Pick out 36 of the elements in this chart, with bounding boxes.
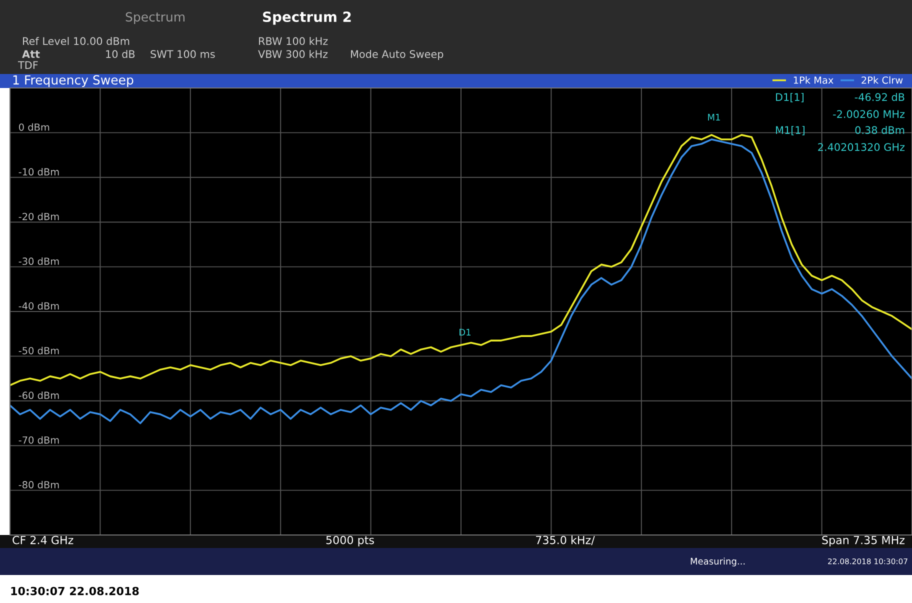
annotation: 2.40201320 GHz	[818, 143, 905, 152]
text: Spectrum	[126, 12, 185, 24]
y-tick-label: -80 dBm	[18, 480, 59, 488]
y-tick-label: 0 dBm	[18, 123, 50, 131]
text: Measuring...	[690, 558, 745, 566]
annotation: D1	[460, 328, 471, 336]
text: RBW 100 kHz	[259, 36, 328, 46]
text: Span 7.35 MHz	[822, 536, 905, 546]
text: Ref Level 10.00 dBm	[23, 36, 130, 46]
y-tick-label: -20 dBm	[18, 212, 59, 220]
text: 10 dB	[106, 50, 135, 58]
y-tick-label: -10 dBm	[18, 168, 59, 176]
legend-label: 1Pk Max	[794, 76, 834, 84]
annotation: -2.00260 MHz	[833, 110, 905, 118]
text: 5000 pts	[326, 536, 374, 546]
text: SWT 100 ms	[150, 50, 215, 58]
text: Spectrum 2	[262, 12, 351, 25]
y-tick-label: -50 dBm	[18, 346, 59, 354]
annotation: M1	[708, 114, 720, 120]
text: Mode Auto Sweep	[351, 50, 444, 60]
text: VBW 300 kHz	[258, 50, 328, 58]
chart-title: 1 Frequency Sweep	[13, 75, 134, 88]
text: Att	[22, 50, 40, 58]
y-tick-label: -30 dBm	[18, 257, 59, 265]
text: TDF	[18, 61, 38, 69]
y-tick-label: -60 dBm	[18, 391, 59, 400]
text: 735.0 kHz/	[536, 536, 595, 546]
y-tick-label: -40 dBm	[18, 302, 59, 310]
y-tick-label: -70 dBm	[18, 436, 59, 444]
annotation: D1[1]	[776, 92, 804, 102]
text: CF 2.4 GHz	[12, 536, 74, 544]
annotation: 0.38 dBm	[855, 126, 904, 134]
legend-label: 2Pk Clrw	[862, 76, 903, 84]
text: 10:30:07 22.08.2018	[11, 586, 139, 596]
annotation: -46.92 dB	[854, 92, 904, 102]
annotation: M1[1]	[776, 126, 804, 136]
